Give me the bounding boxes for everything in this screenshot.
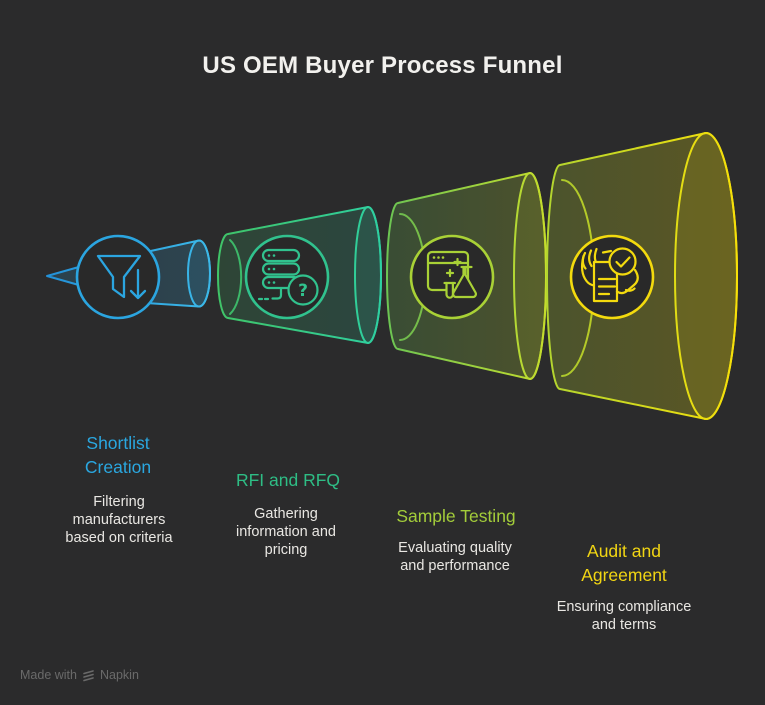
stage-description-sample-testing: Evaluating quality and performance [398, 540, 512, 574]
stage-description-shortlist-creation: Filtering manufacturers based on criteri… [65, 494, 173, 546]
svg-text:?: ? [298, 281, 308, 301]
icon-circle-3 [409, 234, 495, 320]
cone-mouth-4 [674, 132, 738, 420]
cone-mouth-1 [187, 239, 211, 308]
stage-description-rfi-rfq: Gathering information and pricing [236, 506, 336, 558]
cone-cap-inner-arc-2 [229, 239, 243, 315]
cone-mouth-2 [354, 206, 382, 344]
funnel-stage-sample-testing [386, 172, 547, 380]
page-title: US OEM Buyer Process Funnel [202, 52, 563, 79]
stage-title-sample-testing: Sample Testing [396, 506, 516, 526]
watermark-brand: Napkin [99, 668, 139, 682]
stage-title-shortlist-creation: Shortlist Creation [84, 433, 152, 477]
napkin-watermark[interactable]: Made with Napkin [20, 668, 139, 682]
napkin-logo-icon [83, 669, 94, 681]
document-agreement-icon [580, 247, 639, 303]
funnel-stage-audit-agreement [546, 132, 738, 420]
watermark-prefix: Made with [20, 668, 77, 682]
filter-down-icon [96, 254, 147, 300]
stage-description-audit-agreement: Ensuring compliance and terms [556, 599, 692, 633]
icon-circle-1 [75, 234, 161, 320]
stage-title-rfi-rfq: RFI and RFQ [235, 470, 341, 490]
funnel-stage-rfi-rfq: ? [217, 206, 382, 344]
browser-flask-icon [426, 250, 477, 299]
cone-mouth-3 [513, 172, 547, 380]
stage-title-audit-agreement: Audit and Agreement [581, 541, 667, 585]
database-question-icon: ? [257, 248, 319, 306]
funnel-stage-shortlist-creation [46, 234, 211, 320]
